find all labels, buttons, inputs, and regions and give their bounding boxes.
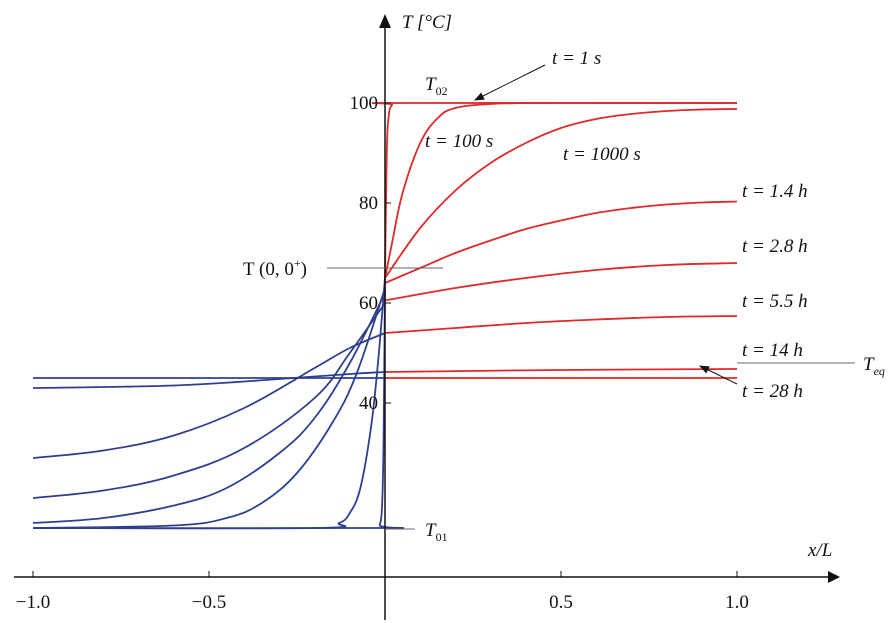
y-tick-label-80: 80 [359, 193, 378, 214]
series-label-100s: t = 100 s [425, 131, 493, 152]
arrow-1s [474, 64, 546, 101]
series-label-2-8h: t = 2.8 h [742, 236, 808, 257]
curve-t-2-8-h-left [32, 302, 386, 499]
reference-lines [327, 267, 855, 530]
curve-t-2-8-h-right [384, 262, 738, 302]
curve-t-1-4-h-left [32, 292, 386, 524]
annotation-teq: Teq [863, 354, 885, 378]
axes [14, 14, 840, 620]
curve-t-1-4-h-right [384, 200, 738, 284]
y-axis-arrow [379, 14, 391, 28]
x-tick-label-0-5: −0.5 [192, 592, 226, 613]
curve-t-1000-s-right [384, 108, 738, 279]
x-tick-label-0-5: 0.5 [549, 592, 573, 613]
annotation-t01: T01 [425, 520, 448, 544]
curves-layer [32, 101, 738, 530]
series-label-1s: t = 1 s [552, 48, 601, 69]
curve-t-14-h-left [32, 371, 386, 389]
series-label-14h: t = 14 h [742, 340, 803, 361]
curve-t-100-s-left [32, 277, 386, 530]
y-tick-label-40: 40 [359, 393, 378, 414]
curve-t-100-s-right [384, 102, 738, 279]
y-axis-label: T [°C] [402, 12, 452, 33]
annotation-t02: T02 [425, 74, 448, 98]
curve-t-1-s-left [32, 277, 405, 530]
x-tick-label-1: 1.0 [725, 592, 749, 613]
curve-t-5-5-h-left [32, 332, 386, 459]
callout-arrows [474, 64, 738, 385]
series-label-1-4h: t = 1.4 h [742, 181, 808, 202]
x-axis-arrow [828, 571, 840, 583]
series-labels: t = 1 s t = 100 s t = 1000 s t = 1.4 h t… [425, 48, 808, 402]
series-label-1000s: t = 1000 s [563, 144, 641, 165]
ticks-layer: −1.0 −0.5 0.5 1.0 40 60 80 100 [16, 93, 749, 613]
y-tick-label-60: 60 [359, 293, 378, 314]
y-tick-label-100: 100 [350, 93, 379, 114]
series-label-28h: t = 28 h [742, 381, 803, 402]
series-label-5-5h: t = 5.5 h [742, 291, 808, 312]
annotation-t0: T (0, 0+) [243, 256, 307, 280]
curve-t-5-5-h-right [384, 315, 738, 334]
x-axis-label: x/L [807, 540, 832, 561]
curve-t-14-h-right [384, 368, 738, 373]
x-tick-label-1: −1.0 [16, 592, 50, 613]
arrow-28h [699, 365, 738, 385]
